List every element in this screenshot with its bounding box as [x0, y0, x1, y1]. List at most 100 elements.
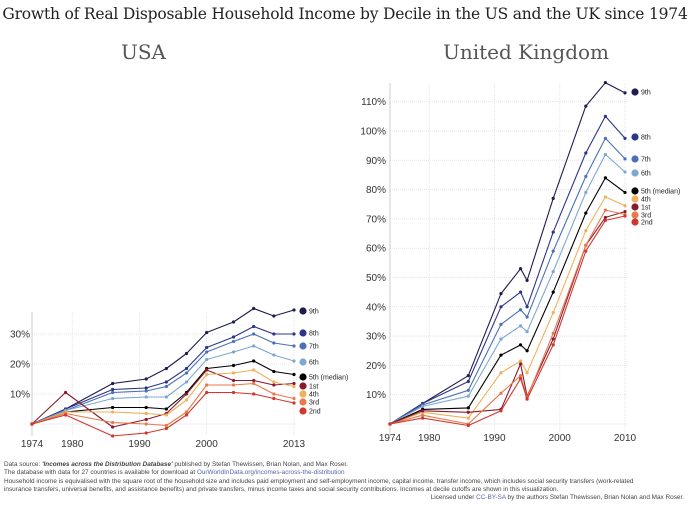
- usa-data-point: [164, 426, 168, 431]
- uk-data-point: [466, 423, 470, 428]
- usa-data-point: [63, 390, 68, 395]
- uk-data-point: [603, 81, 608, 85]
- usa-data-point: [164, 423, 168, 428]
- usa-data-point: [272, 314, 276, 318]
- usa-data-point: [272, 332, 276, 336]
- usa-legend-label: 1st: [309, 384, 318, 391]
- uk-data-point: [466, 374, 470, 378]
- source-name: 'Incomes across the Distribution Databas…: [42, 461, 173, 468]
- uk-data-point: [499, 371, 503, 375]
- uk-legend-dot: [631, 88, 639, 96]
- usa-data-point: [205, 368, 209, 372]
- usa-y-tick-label: 10%: [10, 390, 30, 401]
- uk-data-point: [551, 311, 555, 315]
- uk-y-tick-label: 70%: [366, 214, 386, 225]
- uk-data-point: [584, 243, 588, 247]
- usa-data-point: [205, 345, 209, 350]
- uk-chart-title: United Kingdom: [443, 40, 609, 64]
- usa-legend-label: 3rd: [309, 400, 319, 407]
- usa-data-point: [231, 350, 236, 354]
- usa-data-point: [111, 425, 115, 429]
- usa-data-point: [184, 413, 189, 417]
- main-title: Growth of Real Disposable Household Inco…: [2, 5, 688, 23]
- uk-data-point: [551, 343, 555, 347]
- usa-data-point: [144, 389, 148, 393]
- uk-y-tick-label: 20%: [366, 361, 386, 372]
- usa-data-point: [205, 390, 209, 395]
- usa-data-point: [111, 387, 115, 392]
- uk-data-point: [603, 114, 608, 118]
- uk-x-tick-label: 1990: [483, 433, 506, 444]
- uk-y-tick-label: 50%: [366, 273, 386, 284]
- uk-series-line-8th: [389, 115, 626, 425]
- uk-data-point: [584, 174, 588, 179]
- uk-legend-dot: [631, 169, 639, 177]
- uk-legend-label: 2nd: [641, 220, 653, 227]
- usa-data-point: [231, 335, 236, 339]
- uk-legend-dot: [631, 218, 639, 226]
- usa-data-point: [252, 378, 256, 383]
- uk-data-point: [603, 195, 608, 199]
- usa-legend-label: 6th: [309, 360, 319, 367]
- usa-data-point: [292, 344, 296, 348]
- uk-data-point: [525, 315, 529, 319]
- uk-data-point: [518, 343, 523, 347]
- license-link[interactable]: CC-BY-SA: [476, 494, 506, 502]
- uk-data-point: [623, 214, 627, 218]
- usa-data-point: [252, 359, 256, 363]
- uk-data-point: [421, 413, 425, 417]
- uk-data-point: [623, 204, 627, 208]
- usa-data-point: [272, 341, 276, 345]
- uk-data-point: [466, 394, 470, 398]
- uk-legend-dot: [631, 133, 639, 141]
- usa-data-point: [252, 332, 256, 336]
- footer-license: Licensed under CC-BY-SA by the authors S…: [430, 494, 684, 502]
- uk-data-point: [421, 409, 425, 413]
- uk-data-point: [518, 359, 523, 363]
- uk-series-line-5th: [389, 177, 626, 425]
- usa-data-point: [231, 371, 236, 375]
- uk-legend-dot: [631, 187, 639, 195]
- uk-y-tick-label: 110%: [361, 97, 386, 108]
- footer-line-download: The database with data for 27 countries …: [4, 469, 345, 477]
- uk-data-point: [584, 151, 588, 155]
- uk-legend-label: 8th: [641, 135, 651, 142]
- usa-x-tick-label: 2013: [283, 439, 306, 450]
- usa-data-point: [184, 351, 189, 356]
- uk-data-point: [525, 349, 529, 353]
- uk-data-point: [499, 322, 503, 326]
- usa-legend-label: 8th: [309, 331, 319, 338]
- uk-legend-dot: [631, 195, 639, 203]
- uk-data-point: [623, 136, 627, 140]
- uk-data-point: [603, 208, 608, 212]
- uk-data-point: [466, 416, 470, 420]
- usa-data-point: [111, 381, 115, 386]
- usa-data-point: [292, 332, 296, 336]
- uk-data-point: [551, 230, 555, 234]
- uk-y-tick-label: 90%: [366, 156, 386, 167]
- usa-legend-dot: [299, 407, 307, 415]
- uk-legend-label: 6th: [641, 171, 651, 178]
- uk-data-point: [518, 324, 523, 328]
- download-link[interactable]: OurWorldInData.org/incomes-across-the-di…: [196, 469, 345, 477]
- charts-canvas: 10% 20% 30% 1974 1980 1990 2000 2013 9th 8th 7th 6t…: [10, 81, 680, 450]
- usa-x-tick-label: 1980: [61, 439, 84, 450]
- usa-data-point: [272, 353, 276, 357]
- uk-x-tick-label: 1980: [418, 433, 441, 444]
- uk-data-point: [525, 397, 529, 401]
- uk-data-point: [623, 209, 627, 214]
- usa-series-line-7th: [31, 333, 295, 425]
- uk-data-point: [525, 371, 529, 375]
- usa-x-tick-label: 2000: [196, 439, 219, 450]
- uk-data-point: [551, 196, 555, 200]
- usa-legend-dot: [299, 307, 307, 315]
- uk-data-point: [551, 337, 555, 341]
- usa-data-point: [205, 383, 209, 387]
- usa-data-point: [111, 390, 115, 395]
- usa-data-point: [144, 405, 148, 410]
- usa-data-point: [144, 411, 148, 416]
- uk-data-point: [499, 409, 503, 413]
- usa-data-point: [292, 384, 296, 389]
- uk-data-point: [551, 331, 555, 335]
- usa-legend-label: 9th: [309, 309, 319, 316]
